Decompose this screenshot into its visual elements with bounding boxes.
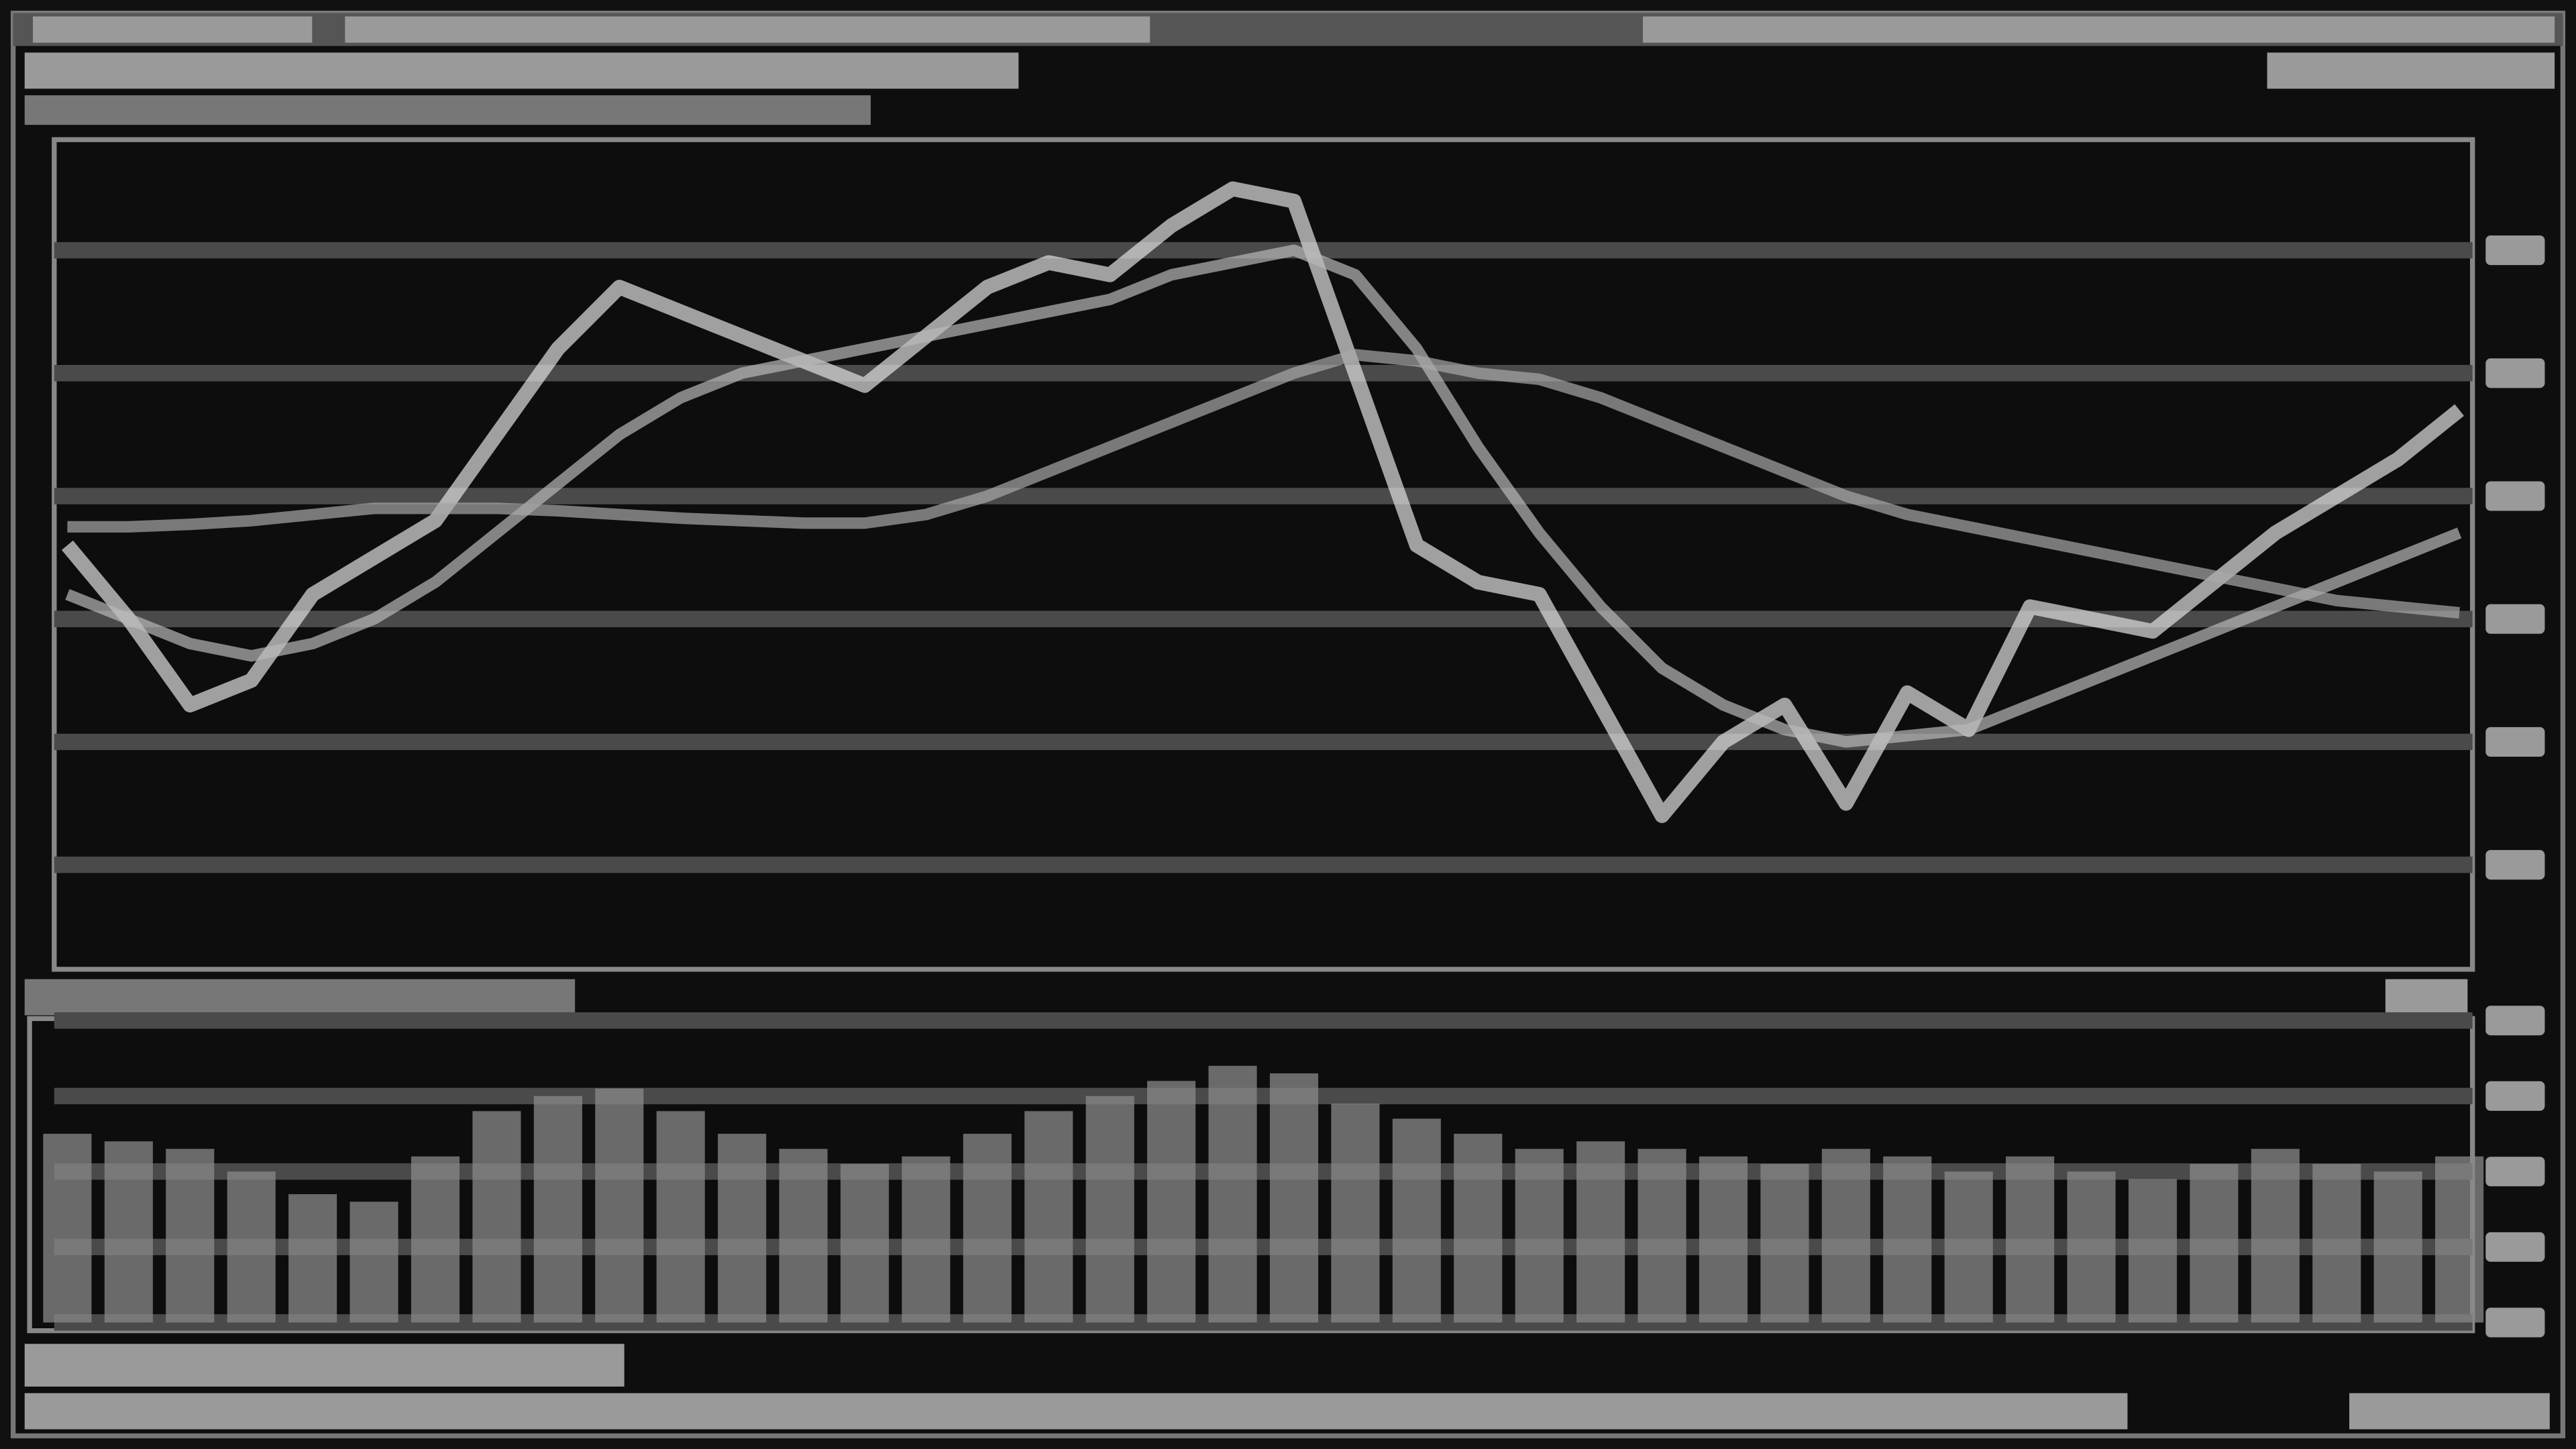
status-block[interactable] (24, 1393, 2128, 1430)
volume-bar (963, 1134, 1012, 1323)
volume-bar (350, 1201, 398, 1323)
volume-bar (1821, 1148, 1870, 1323)
price-line (67, 349, 2460, 619)
volume-bar (2251, 1148, 2300, 1323)
volume-bar (840, 1164, 890, 1323)
volume-bar (43, 1134, 92, 1323)
volume-bar (533, 1095, 582, 1323)
volume-bar (718, 1134, 767, 1323)
y-tick-box (2485, 1081, 2545, 1111)
plots (43, 181, 2545, 1338)
y-tick-box (2485, 604, 2545, 634)
volume-bar (595, 1088, 644, 1323)
volume-bar (2373, 1171, 2422, 1323)
volume-bar (2128, 1179, 2178, 1323)
tab-row[interactable] (2267, 52, 2555, 89)
volume-bar (1208, 1065, 1257, 1323)
volume-bar (1760, 1164, 1809, 1323)
volume-bar (1269, 1073, 1319, 1323)
volume-bar (1392, 1118, 1441, 1323)
volume-bar (1944, 1171, 1993, 1323)
y-tick-box (2485, 481, 2545, 511)
volume-bar (2190, 1164, 2239, 1323)
volume-bar (1515, 1148, 1564, 1323)
tab-row[interactable] (24, 52, 1019, 89)
y-tick-box (2485, 235, 2545, 266)
volume-bar (104, 1141, 153, 1323)
volume-bar (779, 1148, 828, 1323)
volume-bar (1883, 1156, 1932, 1323)
price-line (65, 244, 2462, 748)
y-tick-box (2485, 1157, 2545, 1187)
volume-bar (2006, 1156, 2055, 1323)
volume-bar (2312, 1164, 2361, 1323)
status-block[interactable] (2349, 1393, 2550, 1430)
price-panel (52, 137, 2475, 972)
y-tick-box (2485, 1006, 2545, 1036)
volume-bar (227, 1171, 276, 1323)
bottom-bar (24, 1344, 2550, 1430)
volume-bar (411, 1156, 460, 1323)
menu-block[interactable] (32, 16, 313, 43)
volume-bar (1638, 1148, 1686, 1323)
volume-bar (472, 1111, 521, 1323)
y-tick-box (2485, 1232, 2545, 1262)
status-block[interactable] (24, 1344, 625, 1387)
y-tick-box (2485, 727, 2545, 757)
volume-bar (2067, 1171, 2116, 1323)
volume-button[interactable] (2385, 979, 2468, 1016)
volume-bar (902, 1156, 951, 1323)
volume-header (24, 979, 576, 1016)
volume-bar (2435, 1156, 2484, 1323)
info-row (24, 95, 871, 125)
volume-bar (288, 1194, 337, 1323)
volume-bar (1331, 1104, 1380, 1323)
volume-bar (1024, 1111, 1073, 1323)
y-tick-box (2485, 358, 2545, 388)
volume-bar (1454, 1134, 1503, 1323)
price-line (61, 181, 2465, 823)
volume-bar (166, 1148, 215, 1323)
volume-bar (656, 1111, 705, 1323)
volume-bar (1576, 1141, 1625, 1323)
y-tick-box (2485, 850, 2545, 880)
menu-block[interactable] (1642, 16, 2555, 43)
volume-bar (1699, 1156, 1748, 1323)
y-tick-box (2485, 1307, 2545, 1338)
volume-bar (1147, 1081, 1196, 1323)
top-toolbar (13, 13, 2563, 125)
volume-bar (1085, 1095, 1134, 1323)
menu-block[interactable] (345, 16, 1150, 43)
